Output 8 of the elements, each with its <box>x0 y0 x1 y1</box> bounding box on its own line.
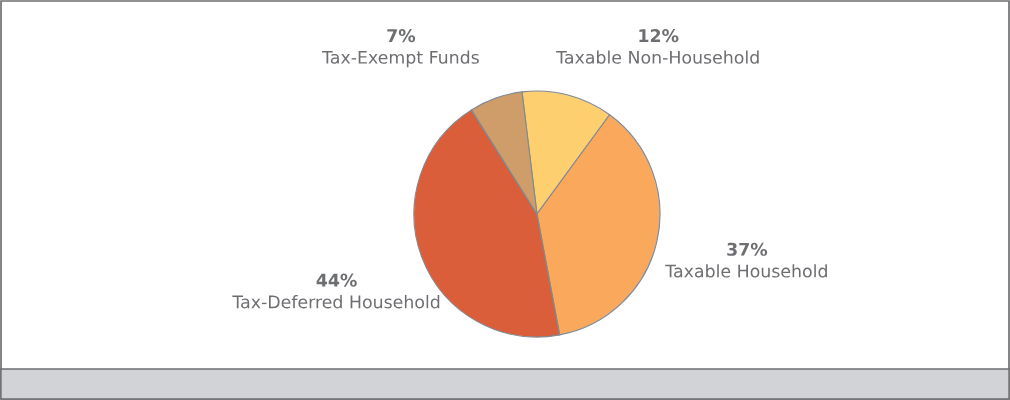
slice-label: Tax-Deferred Household <box>232 295 440 309</box>
slice-label: Taxable Non-Household <box>556 50 759 64</box>
data-label: 37% <box>727 242 768 256</box>
data-label: 7% <box>387 28 416 43</box>
slice-label: Tax-Exempt Funds <box>322 50 479 68</box>
data-label: 44% <box>316 273 357 287</box>
data-label: 12% <box>639 28 679 43</box>
slice-label: Taxable Household <box>665 264 827 278</box>
